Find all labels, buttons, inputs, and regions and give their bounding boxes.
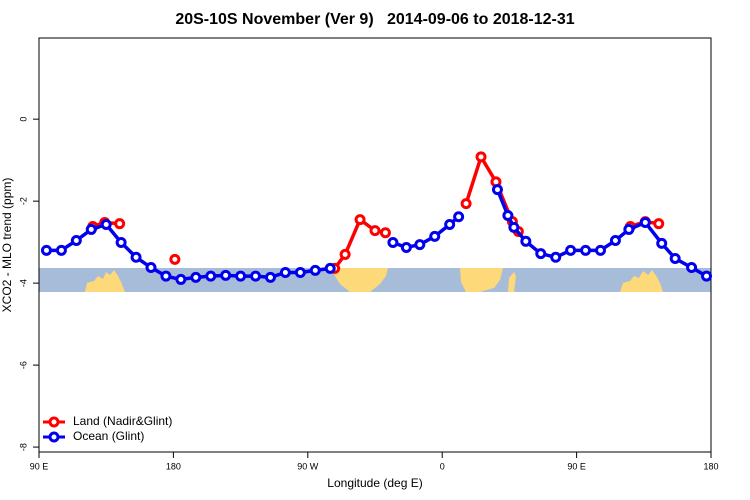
data-point bbox=[190, 271, 202, 283]
data-point bbox=[686, 262, 698, 274]
data-point bbox=[550, 251, 562, 263]
data-point bbox=[145, 262, 157, 274]
data-point bbox=[169, 253, 181, 265]
data-point bbox=[354, 214, 366, 226]
data-point bbox=[639, 216, 651, 228]
land-shape bbox=[85, 270, 125, 292]
legend: Land (Nadir&Glint)Ocean (Glint) bbox=[43, 414, 172, 443]
data-point bbox=[653, 218, 665, 230]
data-point bbox=[205, 270, 217, 282]
data-point bbox=[294, 266, 306, 278]
data-point bbox=[115, 237, 127, 249]
y-axis-label: XCO2 - MLO trend (ppm) bbox=[0, 178, 14, 313]
x-tick-label: 90 E bbox=[30, 461, 49, 471]
data-point bbox=[656, 237, 668, 249]
data-point bbox=[565, 244, 577, 256]
legend-label: Land (Nadir&Glint) bbox=[73, 414, 172, 428]
data-point bbox=[40, 244, 52, 256]
data-point bbox=[609, 234, 621, 246]
data-point bbox=[160, 270, 172, 282]
data-point bbox=[580, 244, 592, 256]
data-point bbox=[387, 237, 399, 249]
x-tick-label: 90 E bbox=[567, 461, 586, 471]
y-tick-label: -8 bbox=[18, 443, 28, 451]
land-shape bbox=[333, 268, 388, 292]
data-point bbox=[264, 271, 276, 283]
land-shape bbox=[508, 272, 516, 292]
data-point bbox=[309, 264, 321, 276]
data-point bbox=[130, 251, 142, 263]
data-point bbox=[453, 211, 465, 223]
data-point bbox=[114, 218, 126, 230]
plot-frame bbox=[38, 37, 712, 453]
data-point bbox=[85, 223, 97, 235]
data-point bbox=[250, 270, 262, 282]
data-point bbox=[444, 219, 456, 231]
data-point bbox=[339, 248, 351, 260]
x-tick-label: 90 W bbox=[297, 461, 319, 471]
data-point bbox=[400, 241, 412, 253]
data-point bbox=[491, 184, 503, 196]
y-tick-label: -6 bbox=[18, 361, 28, 369]
data-point bbox=[502, 209, 514, 221]
legend-label: Ocean (Glint) bbox=[73, 429, 144, 443]
data-point bbox=[220, 269, 232, 281]
legend-marker bbox=[48, 431, 60, 443]
data-point bbox=[669, 253, 681, 265]
data-point bbox=[623, 223, 635, 235]
data-point bbox=[414, 239, 426, 251]
data-point bbox=[235, 270, 247, 282]
data-point bbox=[369, 225, 381, 237]
data-point bbox=[70, 234, 82, 246]
data-point bbox=[379, 227, 391, 239]
x-axis-label: Longitude (deg E) bbox=[327, 476, 422, 490]
data-point bbox=[535, 248, 547, 260]
series-line bbox=[495, 189, 708, 278]
data-point bbox=[279, 266, 291, 278]
x-tick-label: 180 bbox=[166, 461, 181, 471]
legend-marker bbox=[48, 416, 60, 428]
y-tick-label: -2 bbox=[18, 197, 28, 205]
data-point bbox=[475, 151, 487, 163]
data-point bbox=[520, 235, 532, 247]
data-point bbox=[508, 221, 520, 233]
background-strip bbox=[39, 268, 711, 292]
x-tick-label: 180 bbox=[703, 461, 718, 471]
y-tick-label: 0 bbox=[18, 117, 28, 122]
x-tick-label: 0 bbox=[440, 461, 445, 471]
chart-title: 20S-10S November (Ver 9) 2014-09-06 to 2… bbox=[175, 11, 574, 28]
data-point bbox=[594, 244, 606, 256]
y-tick-label: -4 bbox=[18, 279, 28, 287]
data-point bbox=[55, 244, 67, 256]
land-shape bbox=[460, 268, 503, 292]
data-point bbox=[175, 273, 187, 285]
data-point bbox=[460, 198, 472, 210]
data-point bbox=[324, 262, 336, 274]
data-point bbox=[429, 230, 441, 242]
land-shape bbox=[620, 270, 663, 292]
data-point bbox=[100, 219, 112, 231]
data-point bbox=[701, 270, 713, 282]
